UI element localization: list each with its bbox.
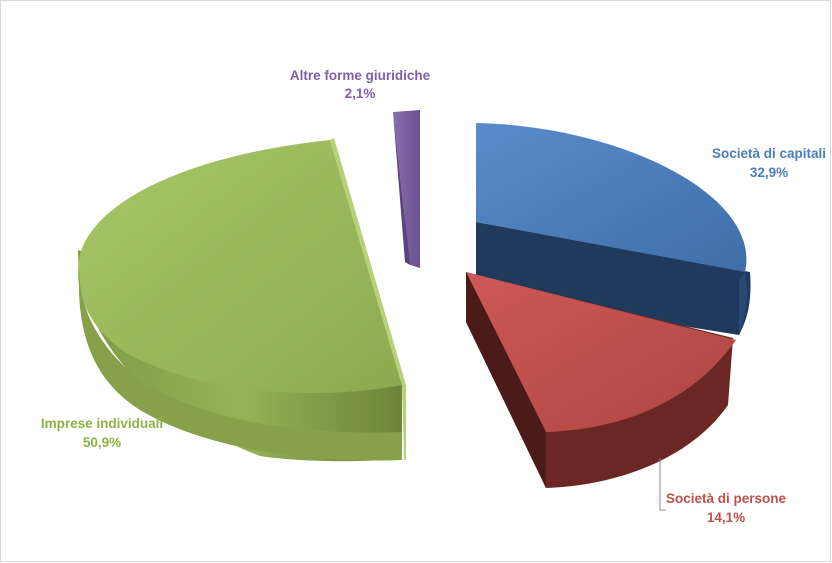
data-value-societa-di-capitali: 32,9% [750,165,788,180]
data-label-imprese-individuali: Imprese individuali [41,416,163,431]
slice-altre-forme-giuridiche-top [393,110,420,268]
data-value-societa-di-persone: 14,1% [707,510,745,525]
slice-altre-forme-giuridiche [393,110,420,268]
data-label-societa-di-persone: Società di persone [666,491,787,506]
slice-societa-di-persone [466,272,736,488]
slice-imprese-individuali-top [78,140,403,394]
slice-societa-di-capitali-top [476,123,747,272]
data-label-altre-forme-giuridiche: Altre forme giuridiche [290,68,431,83]
slice-societa-di-persone-top [466,272,736,432]
data-label-societa-di-capitali: Società di capitali [712,146,826,161]
data-value-imprese-individuali: 50,9% [83,435,121,450]
leader-line-societa-di-persone [659,458,666,511]
data-value-altre-forme-giuridiche: 2,1% [345,86,376,101]
slice-societa-di-capitali [476,123,751,335]
slice-imprese-individuali [78,138,406,462]
